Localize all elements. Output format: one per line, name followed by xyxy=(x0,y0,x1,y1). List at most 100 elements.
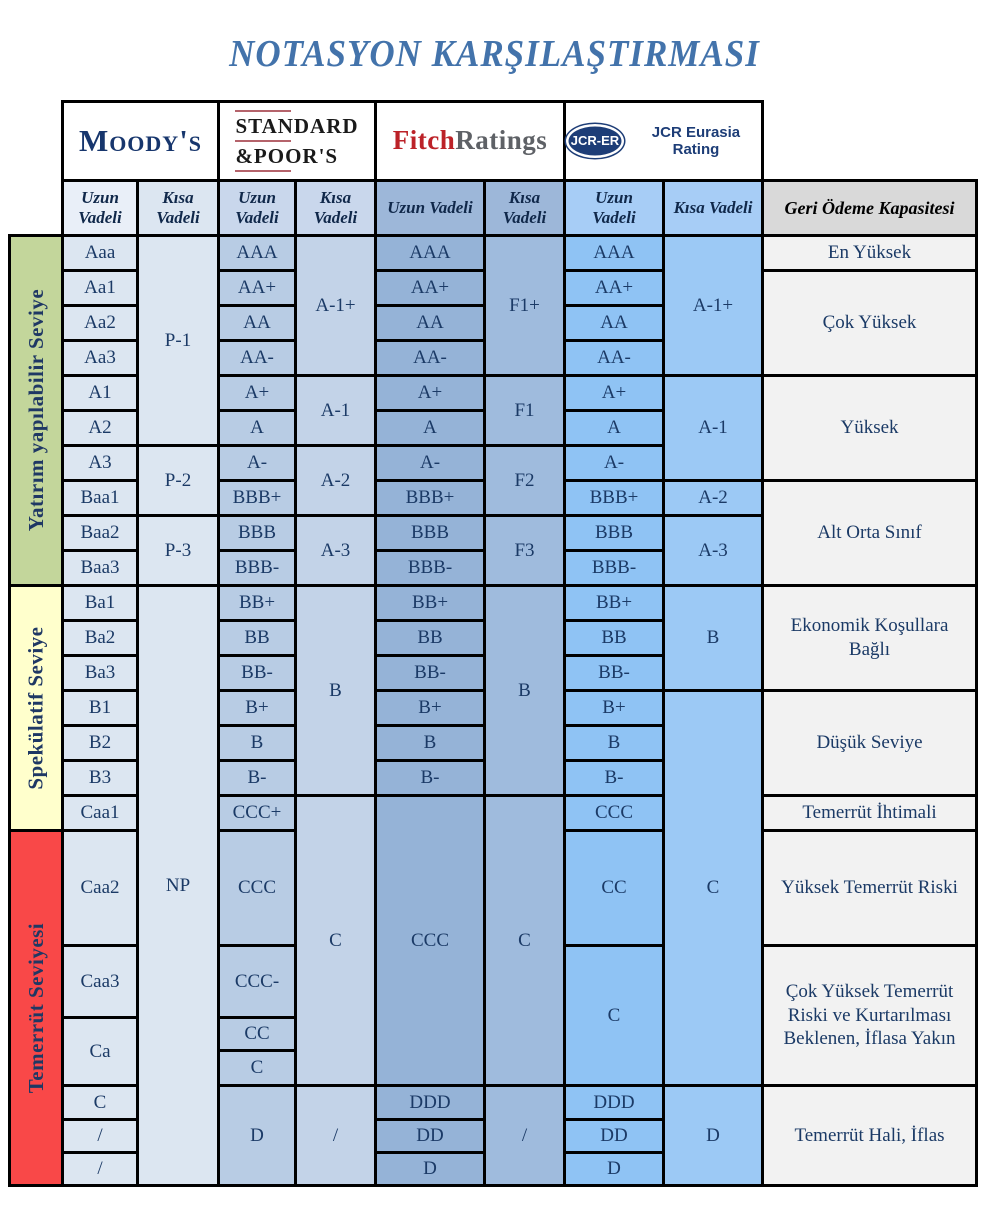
rating-cell-sl-r7: A- xyxy=(220,447,294,479)
rating-cell-fl-r7: A- xyxy=(377,447,483,479)
column-header-ms: Kısa Vadeli xyxy=(139,182,217,234)
rating-cell-ml-r1: Aaa xyxy=(64,237,136,269)
rating-cell-ml-r5: A1 xyxy=(64,377,136,409)
rating-cell-ml-r14: B1 xyxy=(64,692,136,724)
rating-cell-fl-r23: DD xyxy=(377,1121,483,1151)
rating-cell-sl-r3: AA xyxy=(220,307,294,339)
page-title: NOTASYON KARŞILAŞTIRMASI xyxy=(229,32,760,75)
rating-cell-jl-r19: C xyxy=(566,947,662,1084)
rating-cell-cap-r22: Temerrüt Hali, İflas xyxy=(764,1087,975,1184)
rating-cell-fs-r22: / xyxy=(486,1087,563,1184)
rating-cell-fl-r15: B xyxy=(377,727,483,759)
rating-cell-sl-r13: BB- xyxy=(220,657,294,689)
rating-cell-fs-r9: F3 xyxy=(486,517,563,584)
rating-cell-ml-r6: A2 xyxy=(64,412,136,444)
rating-cell-fl-r1: AAA xyxy=(377,237,483,269)
rating-cell-ms-r9: P-3 xyxy=(139,517,217,584)
column-header-js: Kısa Vadeli xyxy=(665,182,761,234)
rating-cell-jl-r22: DDD xyxy=(566,1087,662,1118)
sp-red-rule-bottom xyxy=(235,170,292,173)
sp-line1: STANDARD xyxy=(235,113,359,138)
rating-cell-jl-r7: A- xyxy=(566,447,662,479)
rating-cell-sl-r17: CCC+ xyxy=(220,797,294,829)
rating-cell-sl-r9: BBB xyxy=(220,517,294,549)
rating-cell-fl-r12: BB xyxy=(377,622,483,654)
rating-cell-js-r8: A-2 xyxy=(665,482,761,514)
rating-cell-jl-r15: B xyxy=(566,727,662,759)
rating-cell-jl-r10: BBB- xyxy=(566,552,662,584)
rating-cell-ml-r15: B2 xyxy=(64,727,136,759)
rating-cell-js-r14: C xyxy=(665,692,761,1084)
rating-cell-cap-r19: Çok Yüksek Temerrüt Riski ve Kurtarılmas… xyxy=(764,947,975,1084)
ratings-word: Ratings xyxy=(455,125,548,156)
rating-cell-fl-r8: BBB+ xyxy=(377,482,483,514)
rating-cell-jl-r14: B+ xyxy=(566,692,662,724)
rating-cell-sl-r6: A xyxy=(220,412,294,444)
rating-cell-sl-r5: A+ xyxy=(220,377,294,409)
rating-cell-sl-r14: B+ xyxy=(220,692,294,724)
fitch-word: Fitch xyxy=(392,125,456,156)
rating-cell-ss-r5: A-1 xyxy=(297,377,374,444)
rating-cell-jl-r1: AAA xyxy=(566,237,662,269)
rating-cell-ml-r7: A3 xyxy=(64,447,136,479)
group-label-text: Temerrüt Seviyesi xyxy=(23,922,48,1094)
rating-cell-jl-r4: AA- xyxy=(566,342,662,374)
rating-cell-ss-r9: A-3 xyxy=(297,517,374,584)
rating-cell-ml-r8: Baa1 xyxy=(64,482,136,514)
rating-cell-jl-r3: AA xyxy=(566,307,662,339)
rating-cell-sl-r2: AA+ xyxy=(220,272,294,304)
rating-cell-sl-r15: B xyxy=(220,727,294,759)
rating-cell-cap-r2: Çok Yüksek xyxy=(764,272,975,374)
sp-red-rule-mid xyxy=(235,140,292,142)
rating-cell-fl-r5: A+ xyxy=(377,377,483,409)
rating-cell-sl-r12: BB xyxy=(220,622,294,654)
rating-cell-ms-r11: NP xyxy=(139,587,217,1184)
rating-cell-fl-r13: BB- xyxy=(377,657,483,689)
rating-cell-ml-r16: B3 xyxy=(64,762,136,794)
rating-cell-fs-r11: B xyxy=(486,587,563,794)
moodys-logo: Moody's xyxy=(64,103,217,179)
rating-cell-js-r5: A-1 xyxy=(665,377,761,479)
rating-cell-ml-r2: Aa1 xyxy=(64,272,136,304)
jcr-name-text: JCR Eurasia Rating xyxy=(651,123,741,158)
rating-cell-ml-r23: / xyxy=(64,1121,136,1151)
rating-cell-ml-r19: Caa3 xyxy=(64,947,136,1016)
rating-cell-sl-r11: BB+ xyxy=(220,587,294,619)
jcr-logo-group: JCR-ER JCR Eurasia Rating xyxy=(566,124,761,159)
group-label-2: Spekülatif Seviye xyxy=(11,587,61,829)
rating-cell-fl-r16: B- xyxy=(377,762,483,794)
rating-cell-ml-r3: Aa2 xyxy=(64,307,136,339)
rating-cell-fs-r7: F2 xyxy=(486,447,563,514)
rating-cell-cap-r8: Alt Orta Sınıf xyxy=(764,482,975,584)
rating-cell-fl-r11: BB+ xyxy=(377,587,483,619)
rating-cell-ss-r11: B xyxy=(297,587,374,794)
rating-cell-jl-r8: BBB+ xyxy=(566,482,662,514)
rating-cell-sl-r1: AAA xyxy=(220,237,294,269)
rating-cell-ml-r4: Aa3 xyxy=(64,342,136,374)
rating-cell-jl-r16: B- xyxy=(566,762,662,794)
rating-cell-jl-r18: CC xyxy=(566,832,662,944)
rating-cell-js-r11: B xyxy=(665,587,761,689)
rating-cell-jl-r9: BBB xyxy=(566,517,662,549)
rating-cell-jl-r17: CCC xyxy=(566,797,662,829)
rating-cell-jl-r2: AA+ xyxy=(566,272,662,304)
group-label-text: Spekülatif Seviye xyxy=(23,626,48,790)
rating-cell-cap-r14: Düşük Seviye xyxy=(764,692,975,794)
rating-cell-ml-r10: Baa3 xyxy=(64,552,136,584)
rating-cell-sl-r22: D xyxy=(220,1087,294,1184)
column-header-fl: Uzun Vadeli xyxy=(377,182,483,234)
column-header-ss: Kısa Vadeli xyxy=(297,182,374,234)
rating-cell-fl-r6: A xyxy=(377,412,483,444)
rating-cell-fl-r24: D xyxy=(377,1154,483,1184)
rating-cell-cap-r5: Yüksek xyxy=(764,377,975,479)
rating-cell-jl-r23: DD xyxy=(566,1121,662,1151)
rating-cell-fl-r9: BBB xyxy=(377,517,483,549)
rating-cell-fl-r17: CCC xyxy=(377,797,483,1084)
rating-cell-ms-r1: P-1 xyxy=(139,237,217,444)
rating-cell-ml-r17: Caa1 xyxy=(64,797,136,829)
comparison-table: Moody's STANDARD &POOR'S FitchRatings JC… xyxy=(8,100,978,1187)
rating-cell-ml-r11: Ba1 xyxy=(64,587,136,619)
column-header-sl: Uzun Vadeli xyxy=(220,182,294,234)
rating-cell-ml-r9: Baa2 xyxy=(64,517,136,549)
rating-cell-cap-r17: Temerrüt İhtimali xyxy=(764,797,975,829)
